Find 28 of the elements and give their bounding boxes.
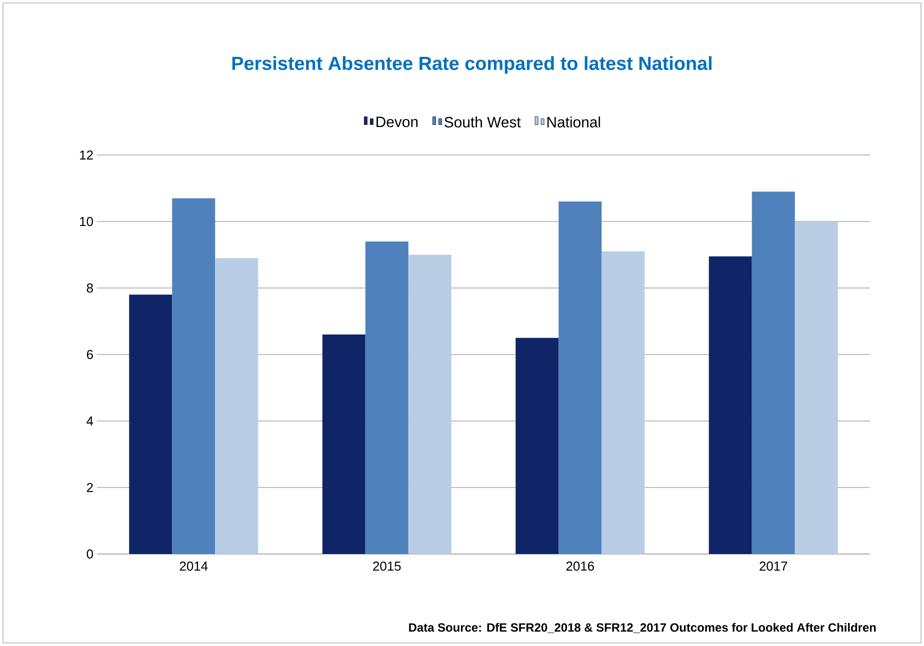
legend-label: South West <box>444 116 521 128</box>
chart-title: Persistent Absentee Rate compared to latest National <box>232 56 712 74</box>
y-tick-label: 4 <box>86 416 94 426</box>
bar <box>215 258 258 554</box>
bar <box>516 338 559 554</box>
bar <box>794 221 838 554</box>
x-tick-label: 2015 <box>373 562 401 571</box>
x-tick-label: 2017 <box>760 562 788 571</box>
bar <box>408 254 452 554</box>
x-tick-label: 2016 <box>566 562 594 571</box>
bar <box>708 256 752 554</box>
y-tick-label: 10 <box>80 216 93 226</box>
y-tick-label: 0 <box>86 549 93 559</box>
y-tick-label: 6 <box>86 350 93 360</box>
legend-label: Devon <box>376 116 418 128</box>
y-tick-label: 8 <box>86 283 93 293</box>
y-tick-label: 2 <box>86 482 93 492</box>
legend-label: National <box>547 116 600 128</box>
source-note: Data Source: DfE SFR20_2018 & SFR12_2017 Outcomes for Looked After Children <box>409 622 876 634</box>
bar <box>365 241 408 554</box>
bar <box>322 334 366 554</box>
bar <box>172 198 216 554</box>
bar <box>602 251 645 554</box>
x-tick-label: 2014 <box>180 562 208 571</box>
bar <box>129 294 172 554</box>
y-tick-label: 12 <box>80 150 93 160</box>
bar <box>558 202 602 554</box>
bar <box>752 192 795 554</box>
